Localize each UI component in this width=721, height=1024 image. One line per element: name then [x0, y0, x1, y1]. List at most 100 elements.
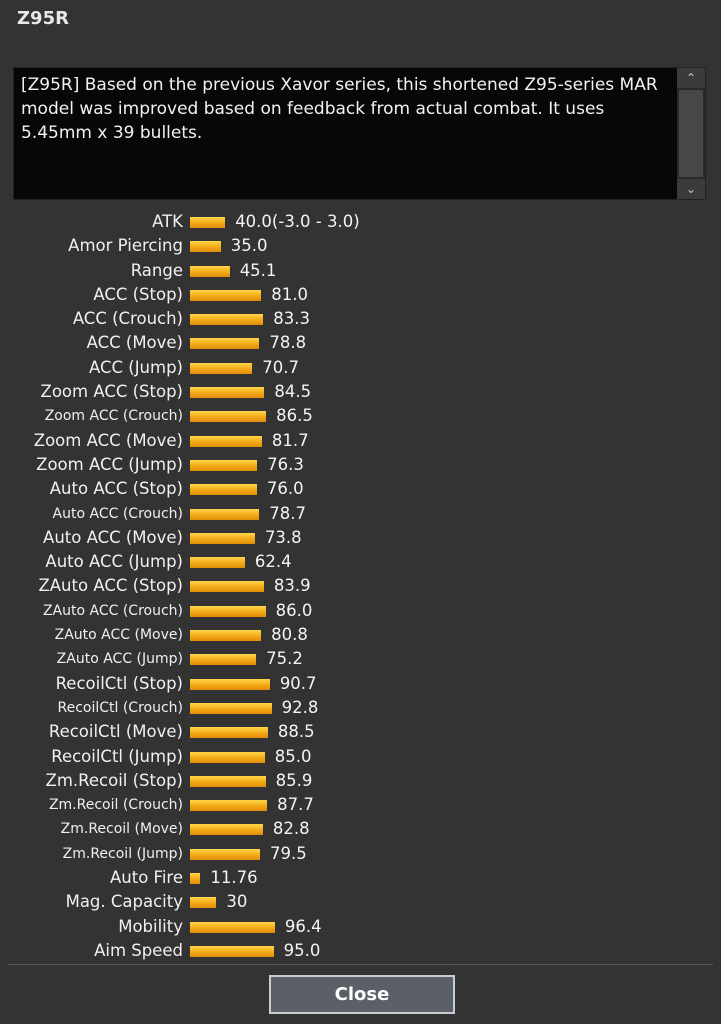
stat-label: Auto ACC (Crouch) [52, 505, 183, 522]
stat-bar [190, 241, 221, 253]
stat-bar [190, 727, 268, 739]
stat-row: Auto ACC (Stop) 76.0 [0, 477, 721, 501]
stat-bar [190, 484, 257, 496]
stat-label: Zoom ACC (Move) [33, 430, 183, 450]
stat-label: Auto Fire [109, 868, 183, 888]
stat-value: 81.0 [271, 284, 309, 304]
stat-label: RecoilCtl (Jump) [51, 746, 183, 766]
stat-value: 86.5 [276, 406, 313, 426]
stat-bar [190, 702, 272, 714]
stat-label: ACC (Crouch) [72, 309, 183, 329]
stat-value: 45.1 [239, 260, 277, 280]
stat-value: 80.8 [271, 625, 308, 645]
chevron-down-icon[interactable]: ⌄ [677, 179, 705, 199]
stat-row: Zm.Recoil (Stop) 85.9 [0, 769, 721, 793]
stat-value: 90.7 [279, 673, 317, 693]
divider [8, 964, 713, 965]
window-title: Z95R [17, 8, 69, 29]
stat-row: Zoom ACC (Jump) 76.3 [0, 453, 721, 477]
stat-row: ZAuto ACC (Move) 80.8 [0, 623, 721, 647]
stat-value: 84.5 [274, 382, 312, 402]
stat-value: 11.76 [210, 868, 258, 888]
stat-bar [190, 630, 262, 642]
stat-value: 62.4 [254, 552, 292, 572]
stat-label: Zm.Recoil (Stop) [45, 770, 183, 790]
stat-bar [190, 289, 262, 301]
stat-row: Auto ACC (Jump) 62.4 [0, 550, 721, 574]
stat-label: RecoilCtl (Move) [48, 722, 183, 742]
stat-row: Auto ACC (Move) 73.8 [0, 526, 721, 550]
stat-row: ACC (Stop) 81.0 [0, 283, 721, 307]
stat-row: Amor Piercing 35.0 [0, 234, 721, 258]
stat-label: Amor Piercing [68, 236, 183, 256]
stat-value: 30 [226, 892, 248, 912]
stat-value: 83.3 [273, 309, 311, 329]
stat-value: 87.7 [277, 795, 314, 815]
description-scrollbar[interactable]: ⌃ ⌄ [677, 68, 705, 199]
stat-row: Mobility 96.4 [0, 915, 721, 939]
stat-row: Aim Speed 95.0 [0, 939, 721, 963]
stat-value: 35.0 [230, 236, 268, 256]
stat-row: Range 45.1 [0, 259, 721, 283]
stat-bar [190, 897, 217, 909]
stat-label: Mag. Capacity [65, 892, 183, 912]
stat-bar [190, 508, 260, 520]
stat-bar [190, 873, 201, 885]
stat-label: Zm.Recoil (Crouch) [48, 797, 183, 814]
stat-label: Auto ACC (Stop) [49, 479, 183, 499]
stat-row: ZAuto ACC (Crouch) 86.0 [0, 599, 721, 623]
stat-label: RecoilCtl (Stop) [55, 673, 183, 693]
stat-label: ZAuto ACC (Stop) [38, 576, 183, 596]
stat-value: 40.0(-3.0 - 3.0) [235, 212, 360, 231]
stat-bar [190, 435, 262, 447]
stat-value: 85.9 [275, 770, 313, 790]
stat-value: 78.8 [269, 333, 307, 353]
stat-label: Zoom ACC (Jump) [36, 454, 183, 474]
stat-bar [190, 605, 266, 617]
stat-label: Zm.Recoil (Jump) [62, 845, 183, 862]
stat-value: 75.2 [266, 649, 303, 669]
stat-label: Aim Speed [94, 940, 183, 960]
stat-row: Zm.Recoil (Jump) 79.5 [0, 842, 721, 866]
stat-value: 81.7 [271, 430, 309, 450]
stat-row: ATK 40.0(-3.0 - 3.0) [0, 210, 721, 234]
chevron-up-icon[interactable]: ⌃ [677, 68, 705, 88]
stat-row: Zoom ACC (Stop) 84.5 [0, 380, 721, 404]
stat-label: ACC (Stop) [93, 284, 183, 304]
stat-label: Range [130, 260, 183, 280]
stat-row: RecoilCtl (Move) 88.5 [0, 720, 721, 744]
stat-label: ATK [152, 212, 183, 231]
stat-value: 70.7 [262, 357, 299, 377]
scrollbar-thumb[interactable] [679, 90, 703, 177]
stat-bar [190, 945, 274, 957]
stat-label: ZAuto ACC (Crouch) [42, 602, 183, 619]
stat-label: Mobility [118, 916, 183, 936]
stat-bar [190, 751, 265, 763]
stat-row: RecoilCtl (Jump) 85.0 [0, 745, 721, 769]
stat-label: ZAuto ACC (Jump) [56, 651, 183, 668]
stat-row: Auto Fire 11.76 [0, 866, 721, 890]
stat-value: 85.0 [274, 746, 312, 766]
stat-row: ACC (Jump) 70.7 [0, 356, 721, 380]
stat-label: Auto ACC (Move) [43, 527, 183, 547]
stat-bar [190, 265, 230, 277]
stat-bar [190, 678, 270, 690]
stat-row: Zoom ACC (Move) 81.7 [0, 429, 721, 453]
stat-value: 79.5 [269, 843, 307, 863]
description-box[interactable]: [Z95R] Based on the previous Xavor serie… [13, 67, 706, 200]
stat-label: Auto ACC (Jump) [45, 552, 183, 572]
close-button[interactable]: Close [269, 975, 455, 1014]
stat-bar [190, 800, 268, 812]
stat-label: ZAuto ACC (Move) [54, 627, 183, 644]
stat-bar [190, 411, 267, 423]
stat-label: Zm.Recoil (Move) [60, 821, 183, 838]
stat-row: ZAuto ACC (Stop) 83.9 [0, 574, 721, 598]
description-text: [Z95R] Based on the previous Xavor serie… [21, 75, 658, 143]
stat-value: 86.0 [275, 600, 313, 620]
stat-row: RecoilCtl (Crouch) 92.8 [0, 696, 721, 720]
stat-value: 82.8 [272, 819, 310, 839]
stat-bar [190, 921, 275, 933]
stat-value: 92.8 [281, 697, 319, 717]
stat-row: Zm.Recoil (Move) 82.8 [0, 817, 721, 841]
stat-row: Mag. Capacity 30 [0, 890, 721, 914]
